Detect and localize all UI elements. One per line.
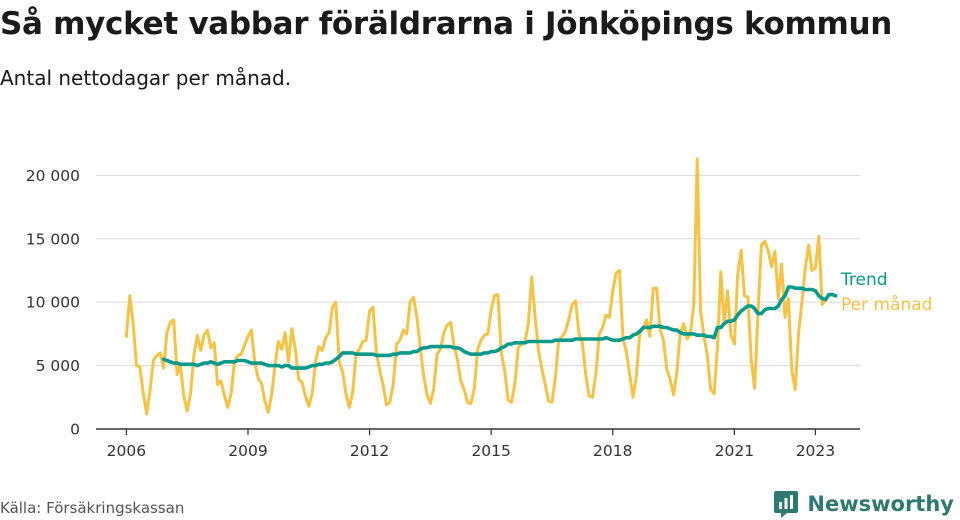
x-tick-label: 2009	[228, 442, 267, 460]
y-tick-label: 10 000	[26, 294, 80, 312]
brand-name: Newsworthy	[807, 492, 954, 516]
x-axis-ticks: 2006 2009 2012 2015 2018 2021 2023	[107, 429, 835, 460]
legend-label-trend: Trend	[840, 270, 888, 290]
series-line-trend	[161, 285, 838, 370]
chart-subtitle: Antal nettodagar per månad.	[0, 66, 292, 90]
series-line-per-manad	[124, 157, 827, 416]
chart-title: Så mycket vabbar föräldrarna i Jönköping…	[0, 6, 893, 42]
line-chart: 0 5 000 10 000 15 000 20 000 2006 2009 2012 201…	[26, 157, 932, 460]
x-tick-label: 2018	[593, 442, 632, 460]
series-lines	[124, 157, 838, 416]
y-tick-label: 20 000	[26, 167, 80, 185]
y-tick-label: 5 000	[36, 357, 80, 375]
y-tick-label: 15 000	[26, 230, 80, 248]
brand-logo[interactable]: Newsworthy	[773, 489, 954, 519]
x-tick-label: 2012	[350, 442, 389, 460]
x-tick-label: 2006	[107, 442, 146, 460]
x-tick-label: 2021	[715, 442, 754, 460]
x-tick-label: 2023	[796, 442, 835, 460]
legend: Trend Per månad	[840, 270, 932, 315]
bar-chart-speech-bubble-icon	[774, 491, 799, 518]
x-tick-label: 2015	[471, 442, 510, 460]
gridlines	[96, 174, 860, 430]
source-note: Källa: Försäkringskassan	[0, 499, 185, 517]
y-axis-ticks: 0 5 000 10 000 15 000 20 000	[26, 167, 80, 439]
legend-label-per-manad: Per månad	[841, 294, 932, 315]
y-tick-label: 0	[70, 421, 80, 439]
